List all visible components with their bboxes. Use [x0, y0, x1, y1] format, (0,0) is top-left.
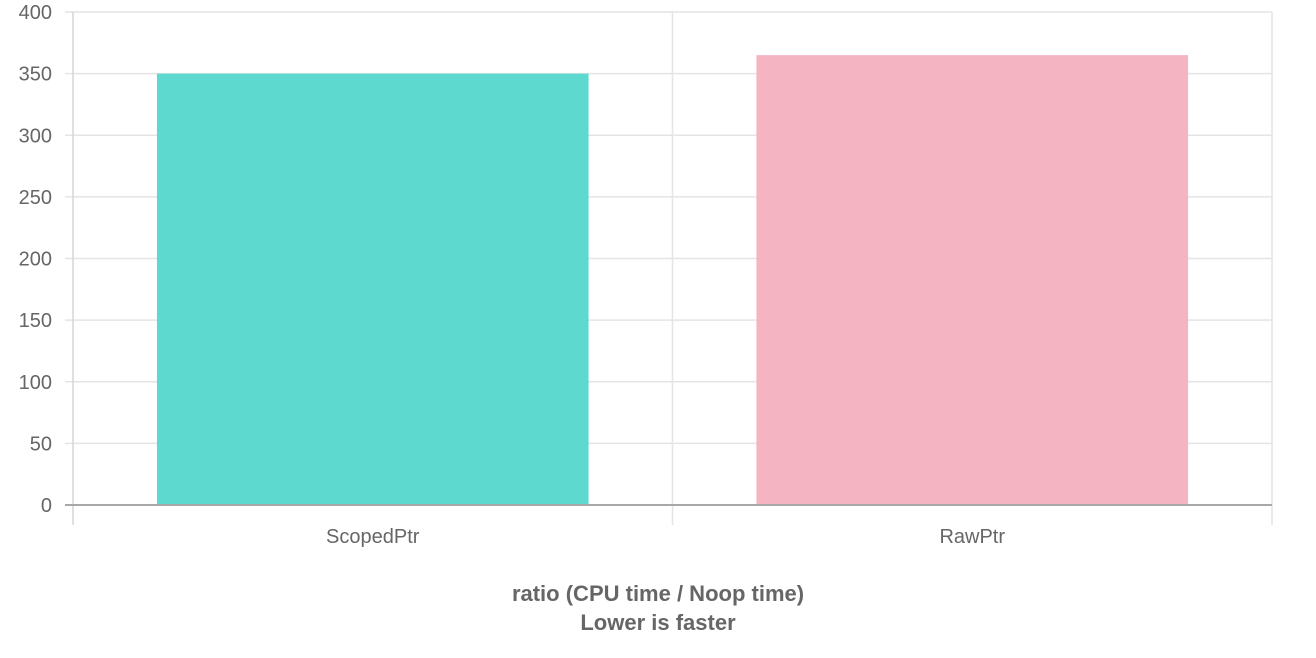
x-tick-label: RawPtr [939, 526, 1005, 548]
y-tick-label: 350 [19, 64, 52, 86]
axes [65, 12, 1272, 525]
chart-subtitle: Lower is faster [580, 610, 736, 635]
y-tick-label: 400 [19, 2, 52, 24]
y-tick-label: 0 [41, 495, 52, 517]
y-tick-label: 300 [19, 125, 52, 147]
x-tick-labels: ScopedPtr RawPtr [326, 526, 1005, 548]
bar-scopedptr [156, 73, 589, 505]
y-tick-label: 50 [30, 433, 52, 455]
y-tick-label: 250 [19, 187, 52, 209]
y-tick-label: 200 [19, 249, 52, 271]
x-tick-label: ScopedPtr [326, 526, 420, 548]
y-tick-label: 150 [19, 310, 52, 332]
y-tick-labels: 0 50 100 150 200 250 300 350 400 [19, 2, 52, 517]
y-tick-label: 100 [19, 372, 52, 394]
bars [156, 55, 1189, 505]
x-axis-title: ratio (CPU time / Noop time) [512, 581, 804, 606]
bar-rawptr [756, 55, 1189, 505]
